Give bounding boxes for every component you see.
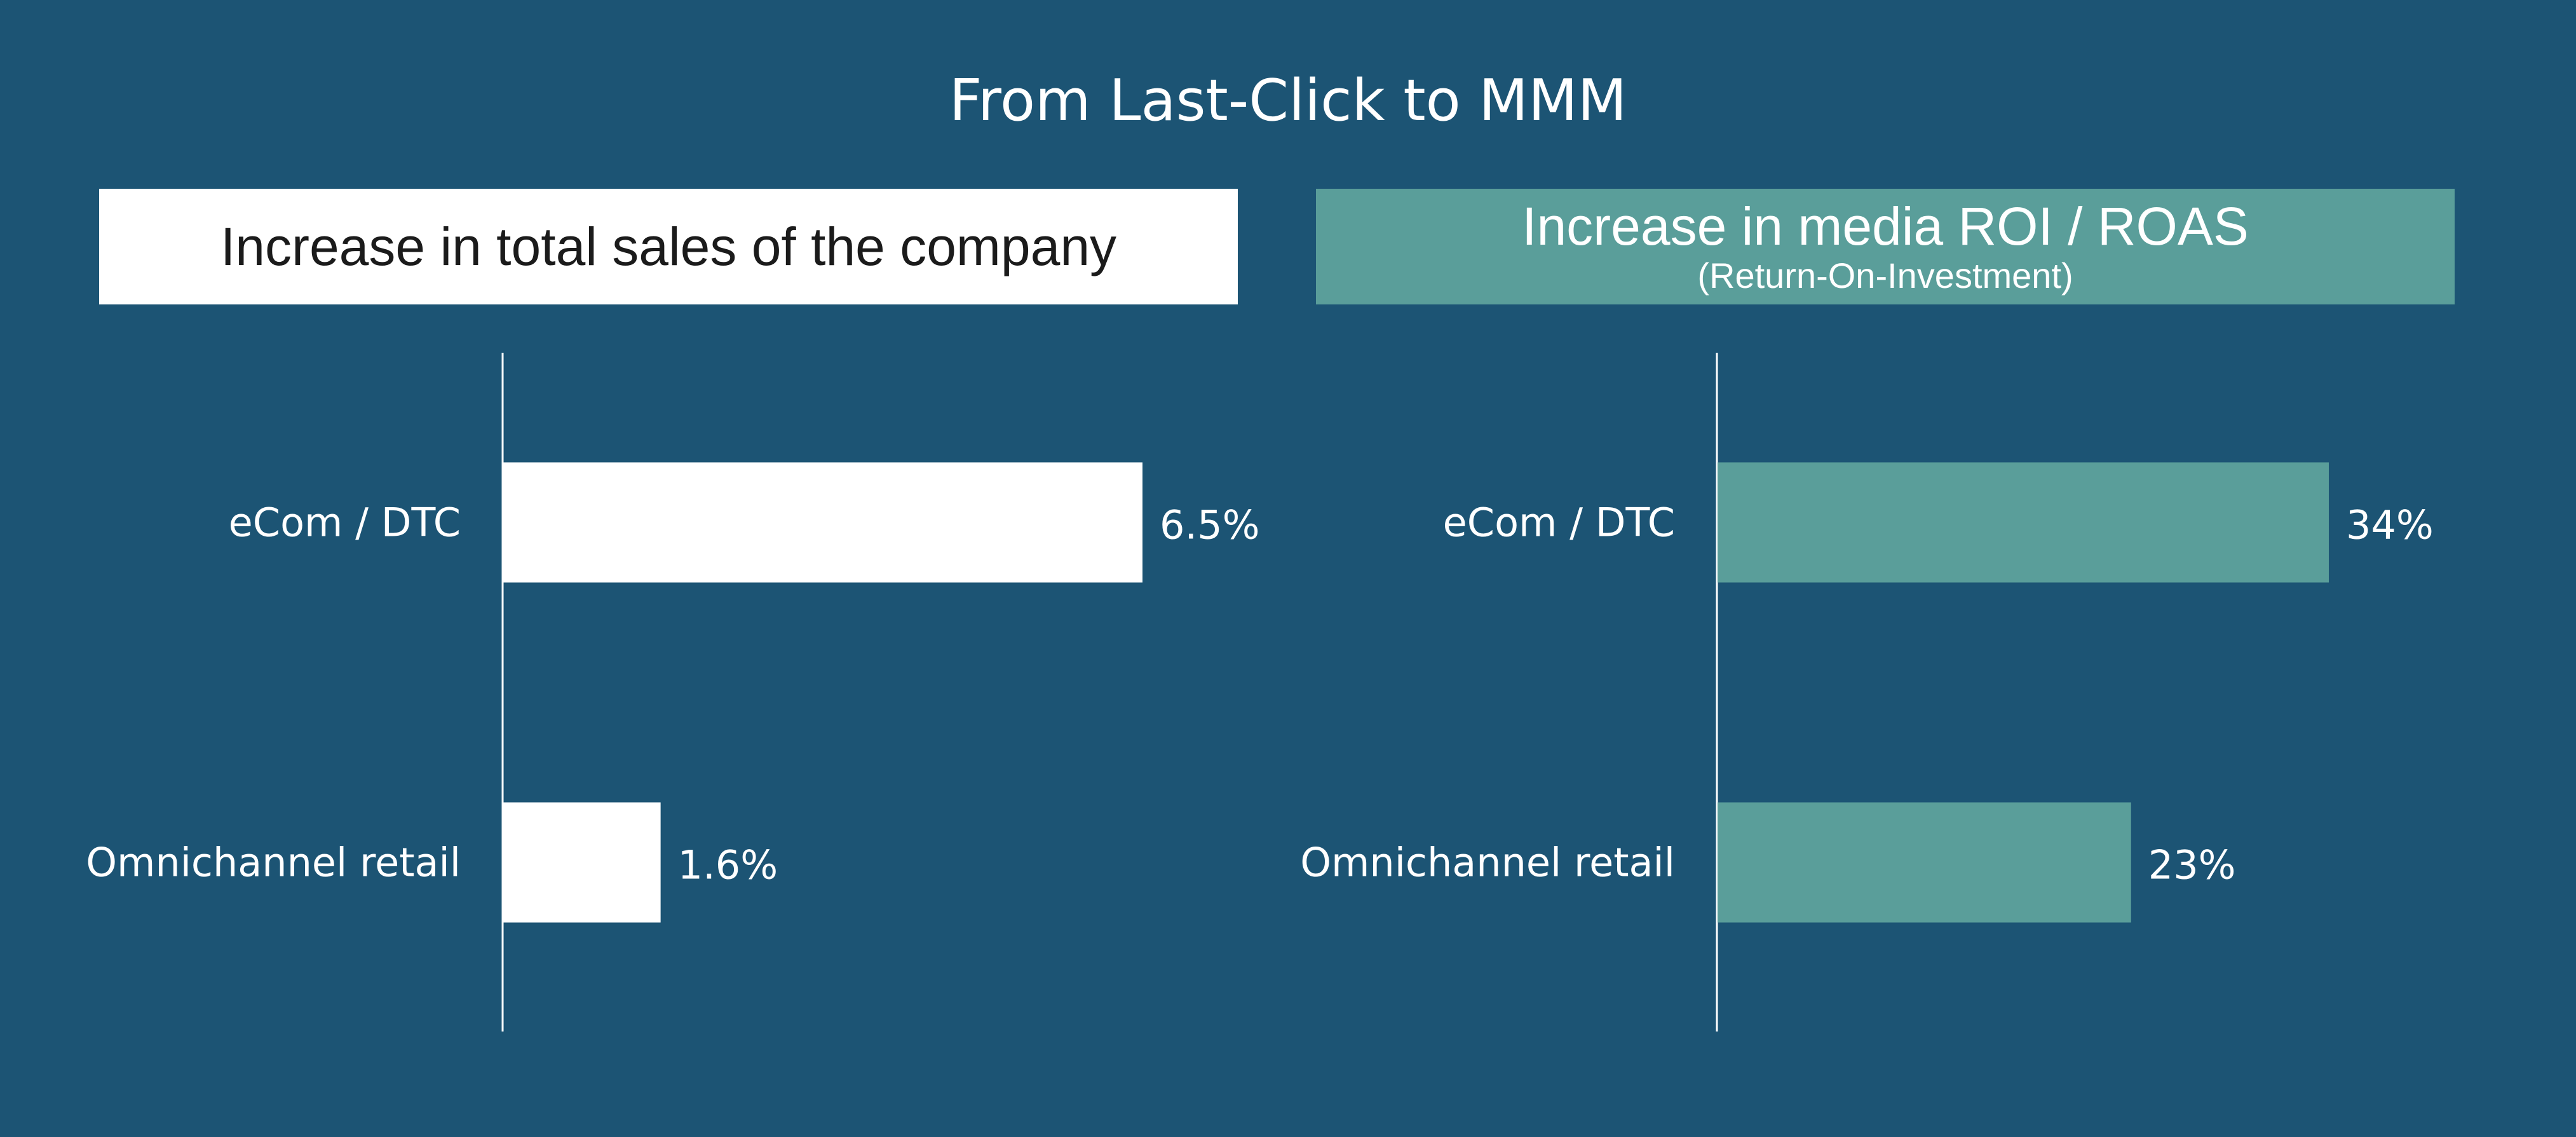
left-category-label: Omnichannel retail <box>86 840 461 886</box>
right-value-label: 23% <box>2148 842 2236 888</box>
left-panel-title: Increase in total sales of the company <box>220 216 1117 276</box>
right-category-label: eCom / DTC <box>1443 500 1675 546</box>
slide-title: From Last-Click to MMM <box>949 67 1627 134</box>
right-panel-subtitle: (Return-On-Investment) <box>1697 255 2073 296</box>
right-panel-title: Increase in media ROI / ROAS <box>1522 196 2249 256</box>
right-bar-ecom-dtc <box>1718 462 2329 583</box>
left-category-label: eCom / DTC <box>229 500 461 546</box>
left-bar-omnichannel-retail <box>503 802 661 923</box>
right-value-label: 34% <box>2346 502 2434 548</box>
left-value-label: 6.5% <box>1160 502 1260 548</box>
right-panel-header: Increase in media ROI / ROAS (Return-On-… <box>1316 189 2455 304</box>
right-bar-omnichannel-retail <box>1718 802 2131 923</box>
left-panel-header: Increase in total sales of the company <box>99 189 1238 304</box>
left-bar-ecom-dtc <box>503 462 1142 583</box>
right-category-label: Omnichannel retail <box>1300 840 1675 886</box>
left-value-label: 1.6% <box>678 842 778 888</box>
